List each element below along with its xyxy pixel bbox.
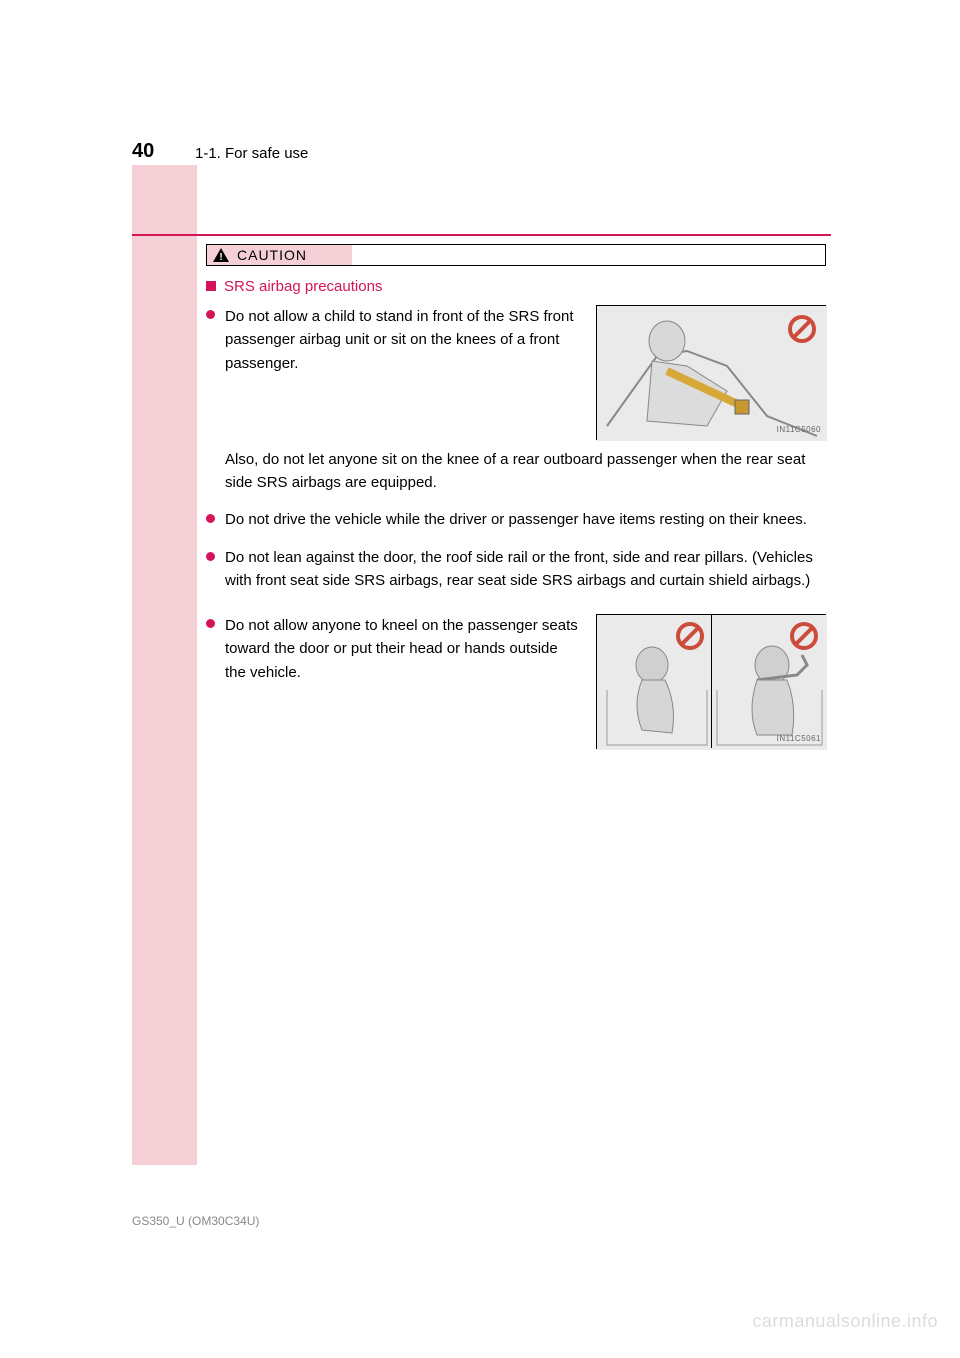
figure-label: IN11C5060 <box>777 424 821 436</box>
bullet-item: Do not lean against the door, the roof s… <box>206 547 826 592</box>
watermark: carmanualsonline.info <box>752 1311 938 1332</box>
caution-box: ! CAUTION <box>206 244 826 266</box>
bullet-item: Do not allow anyone to kneel on the pass… <box>206 614 826 749</box>
bullet-item: Do not allow a child to stand in front o… <box>206 305 826 440</box>
svg-text:!: ! <box>219 252 222 262</box>
footer-document-code: GS350_U (OM30C34U) <box>132 1214 259 1228</box>
bullet-text: Do not allow anyone to kneel on the pass… <box>225 614 582 749</box>
prohibition-icon <box>675 621 705 659</box>
bullet-dot-icon <box>206 310 215 319</box>
caution-label: CAUTION <box>237 247 307 263</box>
section-title-text: SRS airbag precautions <box>224 278 382 295</box>
section-heading: SRS airbag precautions <box>206 278 826 295</box>
content-area: SRS airbag precautions Do not allow a ch… <box>206 278 826 757</box>
bullet-text: Do not allow a child to stand in front o… <box>225 305 582 440</box>
bullet-dot-icon <box>206 514 215 523</box>
prohibition-icon <box>789 621 819 659</box>
horizontal-rule <box>132 234 831 236</box>
bullet-text: Do not drive the vehicle while the drive… <box>225 509 826 532</box>
warning-triangle-icon: ! <box>213 248 229 262</box>
bullet-continuation: Also, do not let anyone sit on the knee … <box>206 448 826 495</box>
page-number: 40 <box>132 140 154 163</box>
prohibition-icon <box>787 314 817 352</box>
bullet-text: Do not lean against the door, the roof s… <box>225 547 826 592</box>
bullet-dot-icon <box>206 619 215 628</box>
breadcrumb: 1-1. For safe use <box>195 145 308 162</box>
caution-header: ! CAUTION <box>207 245 352 265</box>
figure-seatbelt-knee: IN11C5060 <box>596 305 826 440</box>
sidebar-accent-bar <box>132 165 197 1165</box>
bullet-dot-icon <box>206 552 215 561</box>
figure-kneeling-passenger: IN11C5061 <box>596 614 826 749</box>
square-bullet-icon <box>206 281 216 291</box>
figure-divider <box>711 615 712 748</box>
bullet-item: Do not drive the vehicle while the drive… <box>206 509 826 532</box>
figure-label: IN11C5061 <box>777 733 821 745</box>
